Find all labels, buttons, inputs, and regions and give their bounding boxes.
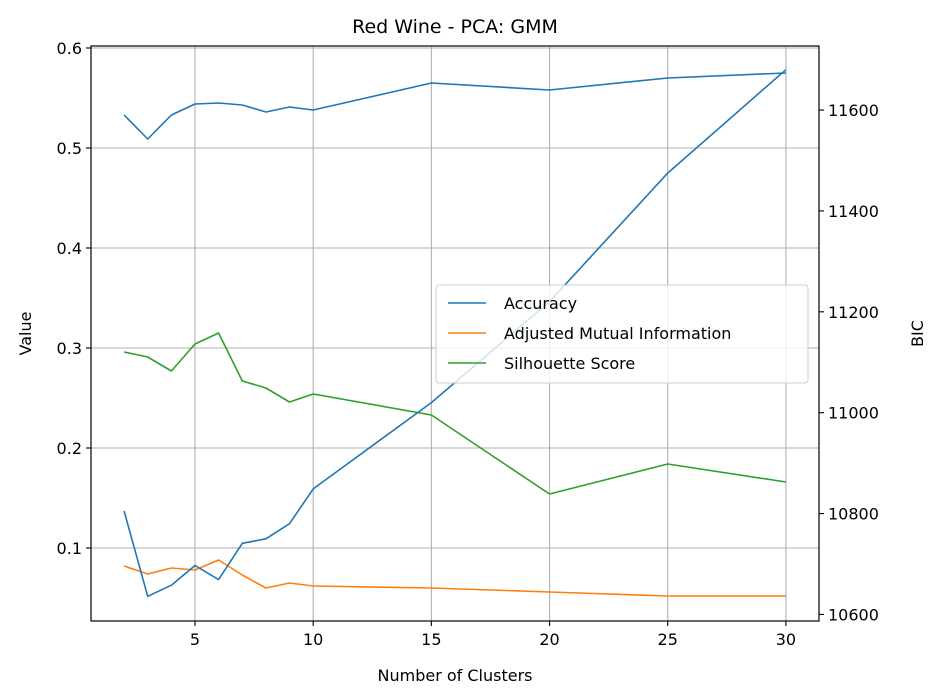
y-tick-label: 0.3: [57, 339, 82, 358]
legend: Accuracy Adjusted Mutual Information Silho…: [435, 284, 809, 384]
x-tick-label: 15: [421, 630, 441, 649]
x-tick-label: 20: [539, 630, 559, 649]
legend-box: [435, 284, 809, 384]
y-right-tick-label: 11000: [828, 404, 879, 423]
adjusted-mutual-information-line: [123, 559, 786, 597]
silhouette-score-line: [123, 332, 787, 495]
legend-entry-label: Accuracy: [504, 294, 577, 313]
legend-entry-label: Silhouette Score: [504, 354, 635, 373]
y-axis-right-label: BIC: [908, 320, 927, 347]
y-right-tick-label: 10600: [828, 605, 879, 624]
y-tick-label: 0.6: [57, 39, 82, 58]
y-right-tick-label: 11400: [828, 202, 879, 221]
grid-lines: [91, 46, 819, 621]
x-tick-label: 25: [658, 630, 678, 649]
x-tick-label: 30: [776, 630, 796, 649]
y-right-tick-label: 10800: [828, 505, 879, 524]
x-axis-label: Number of Clusters: [378, 666, 533, 685]
y-tick-label: 0.4: [57, 239, 82, 258]
x-tick-label: 10: [303, 630, 323, 649]
accuracy-line: [123, 72, 786, 140]
legend-entry-label: Adjusted Mutual Information: [504, 324, 731, 343]
y-tick-label: 0.1: [57, 539, 82, 558]
y-tick-label: 0.5: [57, 139, 82, 158]
y-right-tick-label: 11200: [828, 303, 879, 322]
plot-frame: [90, 45, 820, 622]
axis-ticks: 5 10 15 20 25 30 0.1 0.2 0.3 0.4 0.5 0.6 10600 10800 1…: [57, 39, 879, 649]
y-right-tick-label: 11600: [828, 101, 879, 120]
y-axis-label: Value: [16, 312, 35, 356]
x-tick-label: 5: [190, 630, 200, 649]
y-tick-label: 0.2: [57, 439, 82, 458]
chart-title: Red Wine - PCA: GMM: [352, 16, 558, 38]
